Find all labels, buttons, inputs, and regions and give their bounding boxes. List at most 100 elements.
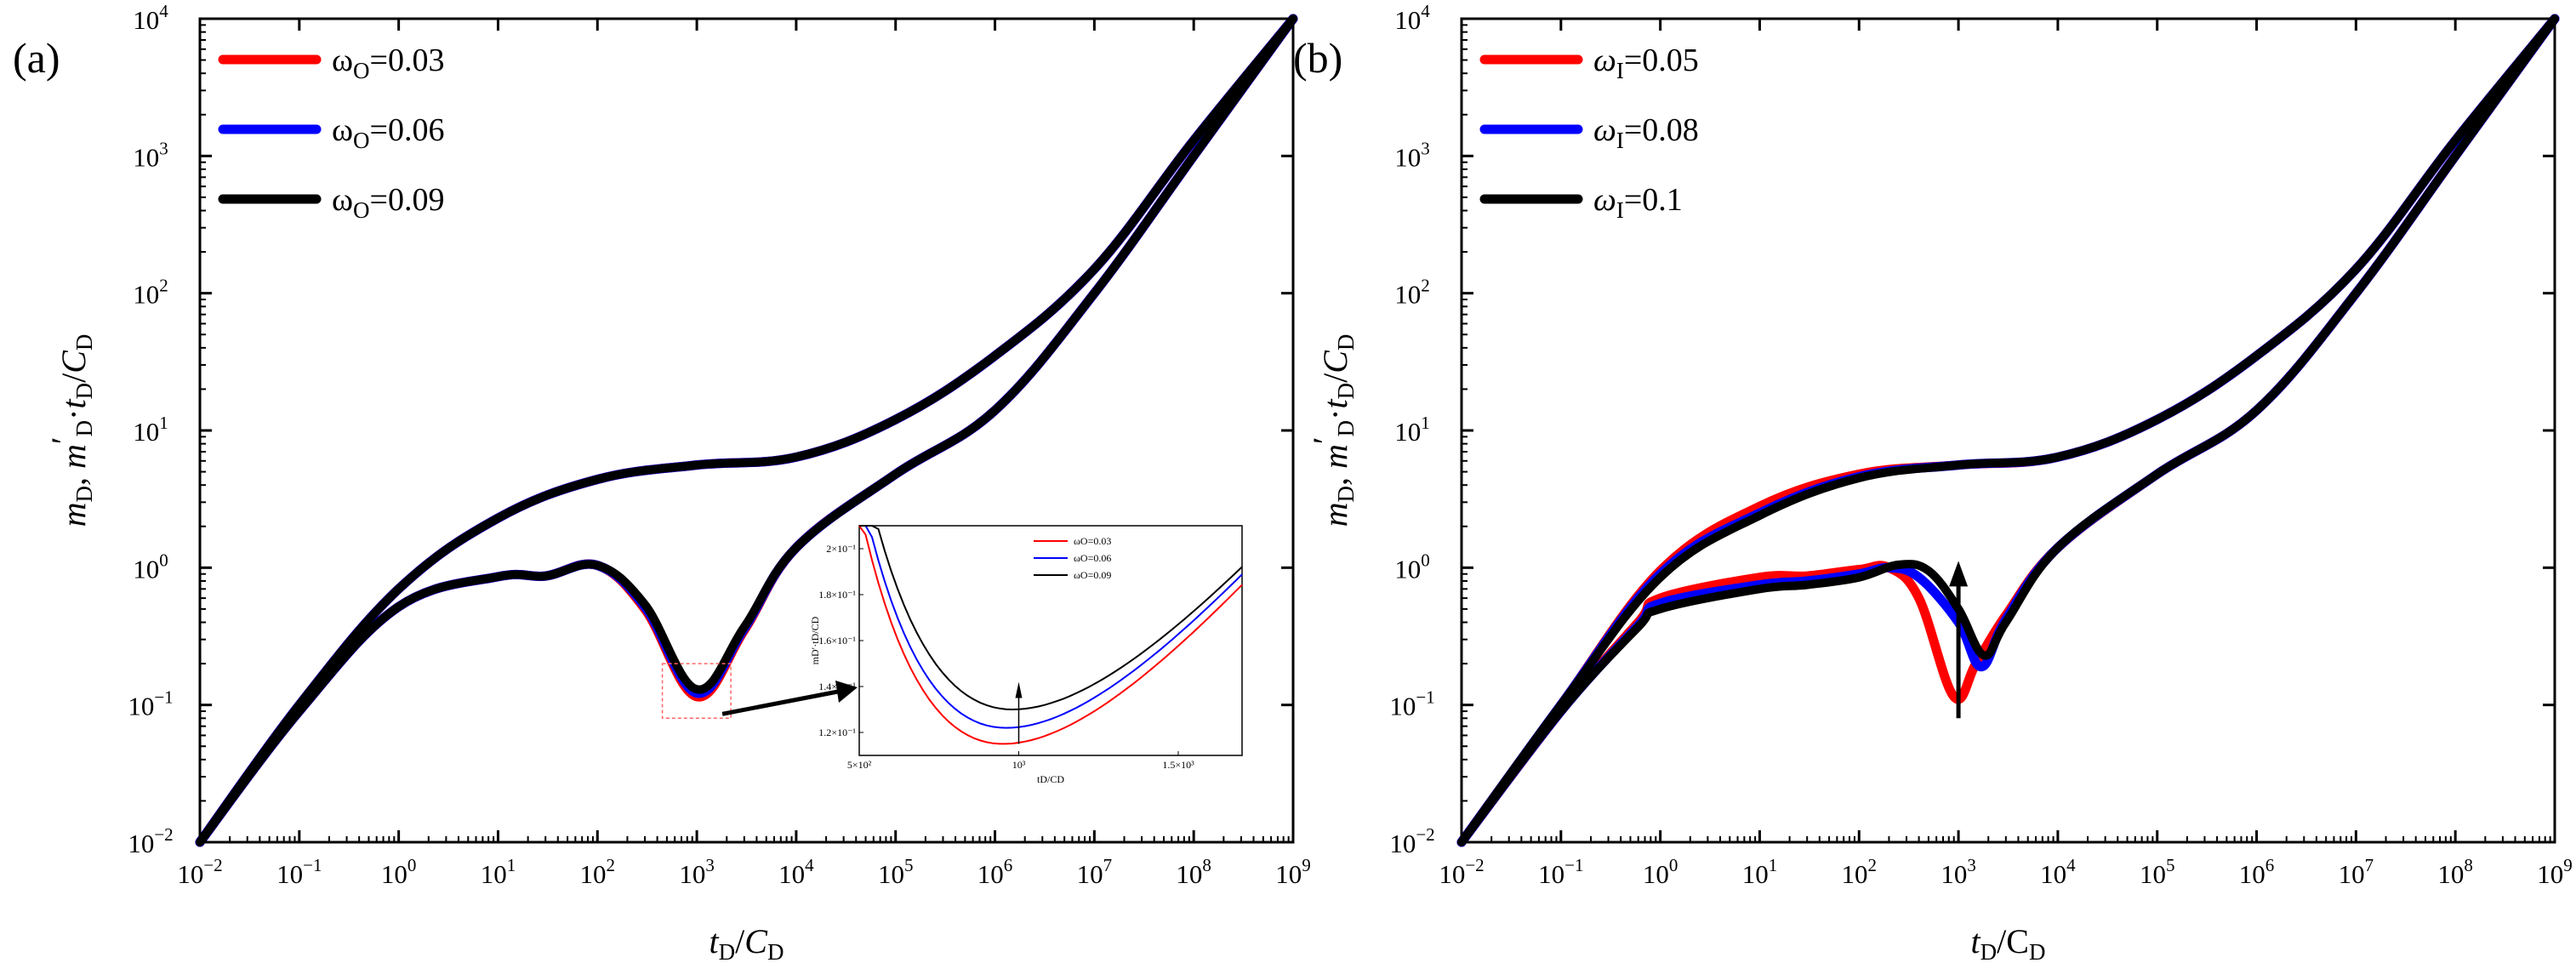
trend-arrow-head <box>1949 561 1969 587</box>
tick-exponent: 0 <box>1421 550 1430 570</box>
y-title-m2: m <box>54 444 93 469</box>
legend-entry-3: ωI=0.1 <box>1593 182 1683 223</box>
x-tick-label: 101 <box>481 855 516 889</box>
x-title-c: C <box>744 922 768 960</box>
x-tick-label: 10−2 <box>1439 855 1484 889</box>
tick-exponent: 3 <box>159 138 168 158</box>
tick-base: 10 <box>679 859 705 889</box>
legend-subscript: O <box>353 197 370 223</box>
y-title-sub: D <box>71 486 97 503</box>
tick-base: 10 <box>1394 417 1421 447</box>
tick-exponent: −1 <box>154 687 173 708</box>
inset-y-tick-label: 1.8×10⁻¹ <box>818 589 856 601</box>
tick-base: 10 <box>1389 829 1416 858</box>
zoom-arrow-head <box>835 681 858 703</box>
x-tick-label: 104 <box>2040 855 2076 889</box>
y-tick-label: 10−2 <box>1389 824 1434 858</box>
x-title-sep: / <box>1997 922 2007 960</box>
x-tick-label: 103 <box>1941 855 1976 889</box>
tick-base: 10 <box>133 554 159 584</box>
tick-base: 10 <box>2040 859 2066 889</box>
tick-base: 10 <box>2239 859 2265 889</box>
tick-base: 10 <box>977 859 1004 889</box>
tick-exponent: 4 <box>1421 1 1430 21</box>
zoom-box <box>661 663 732 720</box>
y-title-tsub: D <box>71 383 97 400</box>
inset-y-tick-label: 2×10⁻¹ <box>826 543 856 555</box>
inset-x-tick-label: 10³ <box>1012 759 1026 771</box>
inset-y-title: mD′·tD/CD <box>809 616 821 664</box>
y-tick-label: 100 <box>1394 550 1430 584</box>
legend-symbol: ω <box>332 182 353 218</box>
y-title-sub2: D <box>71 420 97 437</box>
y-tick-label: 10−2 <box>128 824 173 858</box>
zoom-arrow-shaft <box>721 688 843 716</box>
tick-exponent: 2 <box>1421 276 1430 296</box>
tick-base: 10 <box>1394 142 1421 172</box>
tick-exponent: 9 <box>2563 855 2573 875</box>
inset: 5×10² 10³ 1.5×10³ 1.2×10⁻¹ 1.4×10⁻¹ 1.6×10⁻¹ 1… <box>661 525 1243 785</box>
tick-exponent: 6 <box>2265 855 2275 875</box>
inset-x-title: tD/CD <box>1037 773 1064 785</box>
y-title-m: m <box>54 503 93 527</box>
tick-base: 10 <box>1742 859 1769 889</box>
inset-trend-arrow-head <box>1015 681 1023 698</box>
x-tick-label: 105 <box>878 855 914 889</box>
x-axis-title: tD/CD <box>710 922 784 965</box>
y-tick-label: 10−1 <box>128 687 173 721</box>
tick-exponent: −2 <box>154 824 173 845</box>
y-title-csub: D <box>1333 334 1359 351</box>
x-tick-label: 107 <box>2339 855 2374 889</box>
inset-legend-entry: ωO=0.03 <box>1074 535 1111 547</box>
tick-base: 10 <box>481 859 507 889</box>
y-title-t: t <box>54 399 93 409</box>
tick-base: 10 <box>1394 280 1421 310</box>
x-tick-label: 108 <box>1176 855 1211 889</box>
legend-symbol: ω <box>332 112 353 148</box>
x-title-csub: D <box>767 939 784 965</box>
y-title-m: m <box>1316 503 1354 527</box>
y-tick-label: 101 <box>133 413 168 447</box>
inset-legend-entry: ωO=0.06 <box>1074 552 1111 564</box>
tick-base: 10 <box>276 859 303 889</box>
legend-entry-1: ωO=0.03 <box>332 43 444 83</box>
tick-base: 10 <box>1439 859 1465 889</box>
y-axis-title: mD, m′D·tD/CD <box>1306 334 1359 527</box>
x-tick-label: 106 <box>2239 855 2275 889</box>
legend-value: =0.06 <box>370 112 445 148</box>
x-tick-label: 109 <box>1275 855 1311 889</box>
tick-base: 10 <box>1538 859 1564 889</box>
x-title-t: t <box>710 922 720 960</box>
x-title-c: C <box>2006 922 2029 960</box>
tick-base: 10 <box>1077 859 1103 889</box>
tick-exponent: 7 <box>2365 855 2374 875</box>
legend-symbol: ω <box>1593 43 1616 78</box>
series-group <box>1456 14 2560 847</box>
y-tick-label: 103 <box>133 138 168 172</box>
legend-value: =0.08 <box>1624 112 1699 148</box>
y-title-sub: D <box>1333 486 1359 503</box>
y-tick-label: 104 <box>1394 1 1430 35</box>
tick-base: 10 <box>878 859 904 889</box>
legend-subscript: I <box>1616 197 1624 223</box>
y-title-dot: · <box>54 409 93 420</box>
inset-legend-entry: ωO=0.09 <box>1074 569 1111 581</box>
panel-label: (a) <box>13 34 60 82</box>
inset-x-tick-label: 5×10² <box>847 759 872 771</box>
tick-base: 10 <box>2140 859 2166 889</box>
y-title-slash: / <box>1316 373 1354 383</box>
tick-exponent: 6 <box>1004 855 1013 875</box>
tick-base: 10 <box>1389 692 1416 721</box>
tick-exponent: 1 <box>1421 413 1430 433</box>
x-title-sep: / <box>735 922 745 960</box>
tick-base: 10 <box>1842 859 1868 889</box>
legend-symbol: ω <box>332 43 353 78</box>
tick-exponent: −1 <box>1564 855 1583 875</box>
tick-exponent: −1 <box>1416 687 1434 708</box>
x-tick-label: 100 <box>381 855 417 889</box>
tick-exponent: 4 <box>159 1 168 21</box>
inset-frame <box>858 525 1243 756</box>
tick-base: 10 <box>2339 859 2365 889</box>
